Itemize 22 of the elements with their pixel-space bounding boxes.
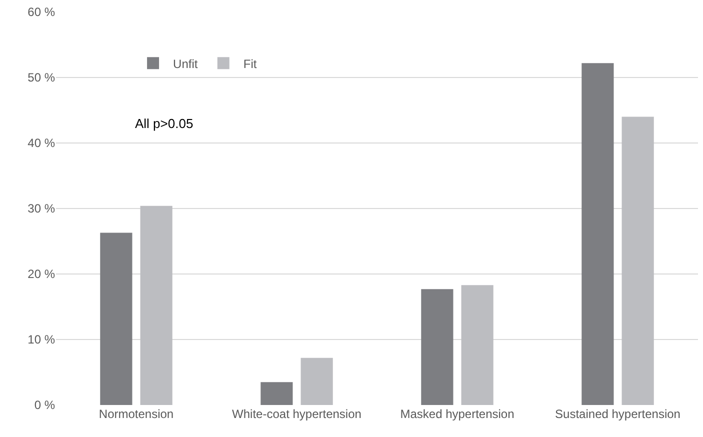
legend-label: Unfit (173, 56, 198, 71)
bar (300, 358, 333, 405)
x-tick-label: Normotension (98, 407, 174, 421)
legend-label: Fit (243, 56, 258, 71)
x-tick-label: White-coat hypertension (232, 407, 362, 421)
bar (260, 382, 293, 405)
y-tick-label: 30 % (28, 202, 56, 216)
annotation: All p>0.05 (135, 116, 194, 131)
x-tick-label: Masked hypertension (400, 407, 514, 421)
bar (582, 63, 614, 405)
y-tick-label: 10 % (28, 332, 56, 347)
bar (421, 289, 454, 405)
bar (461, 285, 494, 405)
bar (140, 206, 172, 405)
x-tick-label: Sustained hypertension (555, 407, 680, 421)
y-tick-label: 40 % (28, 136, 56, 150)
y-tick-label: 60 % (28, 5, 56, 20)
bar (622, 116, 654, 405)
y-tick-label: 50 % (28, 70, 56, 85)
bar (100, 232, 132, 405)
y-tick-label: 0 % (34, 398, 56, 412)
y-tick-label: 20 % (28, 267, 56, 282)
